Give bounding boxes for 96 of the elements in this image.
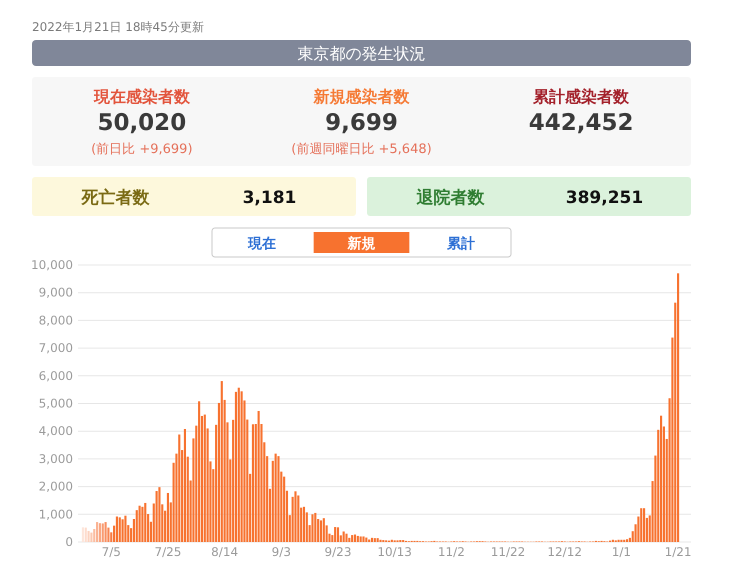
bar [351, 535, 354, 542]
bar [234, 392, 238, 542]
title-bar: 東京都の発生状況 [32, 40, 691, 66]
bar [88, 530, 90, 542]
bar [370, 538, 374, 542]
y-tick-label: 10,000 [31, 258, 73, 272]
bar [677, 273, 680, 542]
text: (前日比 +9,699) [91, 142, 193, 157]
y-tick-label: 1,000 [38, 507, 73, 522]
bar [360, 536, 362, 542]
x-tick-label: 12/12 [547, 545, 582, 559]
y-tick-label: 5,000 [38, 396, 73, 410]
category-label: 退院者数 [415, 188, 486, 208]
bar [184, 428, 186, 542]
bar [124, 516, 126, 542]
bar [93, 528, 96, 542]
y-tick-label: 9,000 [38, 286, 73, 300]
bar [322, 518, 325, 542]
x-tick-label: 1/1 [612, 545, 632, 559]
bar [342, 531, 345, 542]
bar [141, 506, 144, 542]
bar [104, 522, 107, 542]
bar [110, 532, 112, 542]
bar [198, 401, 200, 542]
bar [362, 536, 365, 542]
bar [320, 520, 322, 542]
bar [220, 381, 223, 542]
category-label: 累計感染者数 [532, 87, 630, 106]
bar [302, 506, 306, 542]
y-tick-label: 4,000 [38, 424, 73, 438]
bar [84, 528, 87, 542]
x-tick-label: 7/25 [154, 545, 182, 559]
text: 3,181 [242, 188, 296, 208]
x-tick-label: 1/21 [664, 545, 692, 559]
category-label: 死亡者数 [80, 188, 150, 208]
bar [277, 456, 280, 542]
bar [90, 532, 92, 542]
bar [376, 538, 379, 542]
bar [240, 391, 243, 542]
x-tick-label: 9/23 [324, 545, 352, 559]
bar [116, 516, 118, 542]
bar [356, 536, 359, 542]
bar [274, 454, 277, 542]
bar [102, 523, 104, 542]
bar [365, 538, 368, 542]
y-tick-label: 3,000 [38, 452, 73, 466]
bar [178, 434, 180, 542]
bar [643, 508, 646, 542]
legend: 現在 新規 累計 [212, 228, 512, 258]
bar [118, 517, 121, 542]
bar [158, 487, 161, 542]
bar [626, 539, 628, 542]
bar [96, 522, 98, 542]
x-tick-label: 8/14 [211, 545, 238, 559]
bar [258, 410, 260, 542]
bar [294, 491, 297, 542]
bar [297, 495, 300, 542]
bar [166, 492, 170, 542]
bar [374, 538, 376, 542]
y-tick-label: 8,000 [38, 313, 73, 328]
bar [156, 491, 158, 542]
text: 442,452 [528, 110, 634, 136]
text: 9,699 [325, 110, 398, 136]
x-tick-label: 7/5 [102, 545, 121, 559]
bar [348, 538, 350, 542]
text: 2022年1月21日 18時45分更新 [32, 20, 204, 34]
category-label: 現在感染者数 [92, 87, 191, 106]
bar [660, 416, 662, 542]
x-tick-label: 9/3 [272, 545, 291, 559]
bar [252, 424, 254, 542]
bar [345, 534, 348, 542]
category-label: 新規感染者数 [312, 87, 410, 106]
bar [354, 534, 356, 542]
bar [336, 527, 340, 542]
bar [314, 512, 316, 542]
y-tick-label: 2,000 [38, 480, 73, 494]
bar [122, 519, 124, 542]
bar [311, 514, 314, 542]
bar [144, 502, 146, 542]
bar [98, 523, 101, 542]
bar [82, 527, 84, 542]
y-tick-label: 0 [65, 535, 73, 549]
x-tick-label: 11/2 [438, 545, 465, 559]
bar [334, 527, 336, 542]
bar [640, 508, 642, 542]
y-tick-label: 7,000 [38, 341, 73, 356]
bar [238, 388, 240, 542]
x-tick-label: 10/13 [377, 545, 412, 559]
text: 50,020 [97, 110, 186, 136]
text: (前週同曜日比 +5,648) [291, 142, 432, 157]
text: 389,251 [566, 188, 644, 208]
bar [107, 528, 110, 542]
bar [204, 414, 206, 542]
y-tick-label: 6,000 [38, 368, 73, 383]
bar [138, 506, 141, 542]
x-tick-label: 11/22 [490, 545, 526, 559]
